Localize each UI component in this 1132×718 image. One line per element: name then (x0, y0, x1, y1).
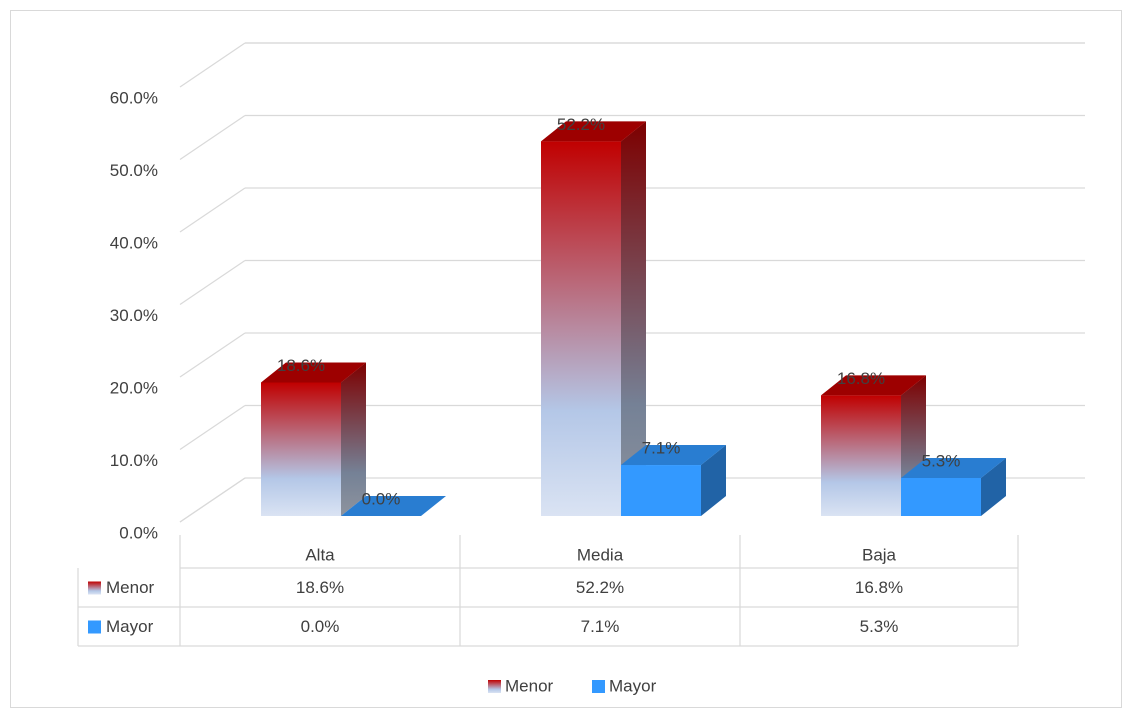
data-label: 0.0% (362, 489, 401, 508)
data-label: 52.2% (557, 115, 605, 134)
bar-top-shade (621, 445, 726, 466)
bar-top (821, 375, 926, 396)
table-row-label: Mayor (106, 617, 154, 636)
table-cell: 7.1% (581, 617, 620, 636)
y-tick-label: 40.0% (110, 233, 158, 252)
grid-diagonal (179, 187, 246, 233)
table-cell: 16.8% (855, 578, 903, 597)
y-tick-label: 30.0% (110, 306, 158, 325)
bar-front (901, 477, 981, 516)
grid-diagonal (179, 477, 246, 523)
bar-top (341, 496, 446, 516)
legend-label: Mayor (609, 676, 657, 695)
bar-side-shade (981, 457, 1006, 516)
bar-side-shade (621, 121, 646, 516)
grid-diagonal (179, 115, 246, 160)
bar-side (341, 362, 366, 516)
bar (621, 445, 726, 516)
y-tick-label: 60.0% (110, 88, 158, 107)
table-cell: 18.6% (296, 578, 344, 597)
bar (541, 121, 646, 516)
legend-key (592, 680, 605, 693)
grid-diagonal (179, 260, 246, 305)
table-legend-key (88, 620, 101, 634)
bar-front (261, 382, 341, 516)
table-cell: 0.0% (301, 617, 340, 636)
bar-front (621, 465, 701, 516)
y-tick-label: 20.0% (110, 378, 158, 397)
y-tick-label: 0.0% (119, 523, 158, 542)
bar (901, 457, 1006, 516)
legend-key (488, 680, 501, 693)
bar-top (541, 121, 646, 142)
y-tick-label: 10.0% (110, 451, 158, 470)
bar-front (541, 141, 621, 516)
bar-top (621, 445, 726, 466)
data-label: 7.1% (642, 439, 681, 458)
bar (341, 496, 446, 516)
bar-top-shade (901, 457, 1006, 478)
table-header: Baja (862, 545, 897, 564)
legend-label: Menor (505, 676, 554, 695)
bar-top-shade (541, 121, 646, 142)
bar-side (621, 121, 646, 516)
table-legend-key (88, 581, 101, 595)
bar-front (821, 395, 901, 516)
table-cell: 52.2% (576, 578, 624, 597)
bar-top-shade (341, 496, 446, 516)
bar-side-shade (341, 362, 366, 516)
data-label: 18.6% (277, 356, 325, 375)
bar-side-shade (701, 445, 726, 516)
table-header: Media (577, 545, 624, 564)
bar (261, 362, 366, 516)
bar-top-shade (261, 362, 366, 383)
table-cell: 5.3% (860, 617, 899, 636)
bar-top (261, 362, 366, 383)
grid-diagonal (179, 405, 246, 450)
bar (821, 375, 926, 516)
table-row-label: Menor (106, 578, 155, 597)
y-tick-label: 50.0% (110, 161, 158, 180)
bar-top-shade (821, 375, 926, 396)
grid-diagonal (179, 42, 246, 88)
bar-top (901, 457, 1006, 478)
data-label: 5.3% (922, 451, 961, 470)
table-header: Alta (305, 545, 335, 564)
grid-diagonal (179, 332, 246, 378)
bar-side (981, 457, 1006, 516)
data-label: 16.8% (837, 369, 885, 388)
bar-side (701, 445, 726, 516)
